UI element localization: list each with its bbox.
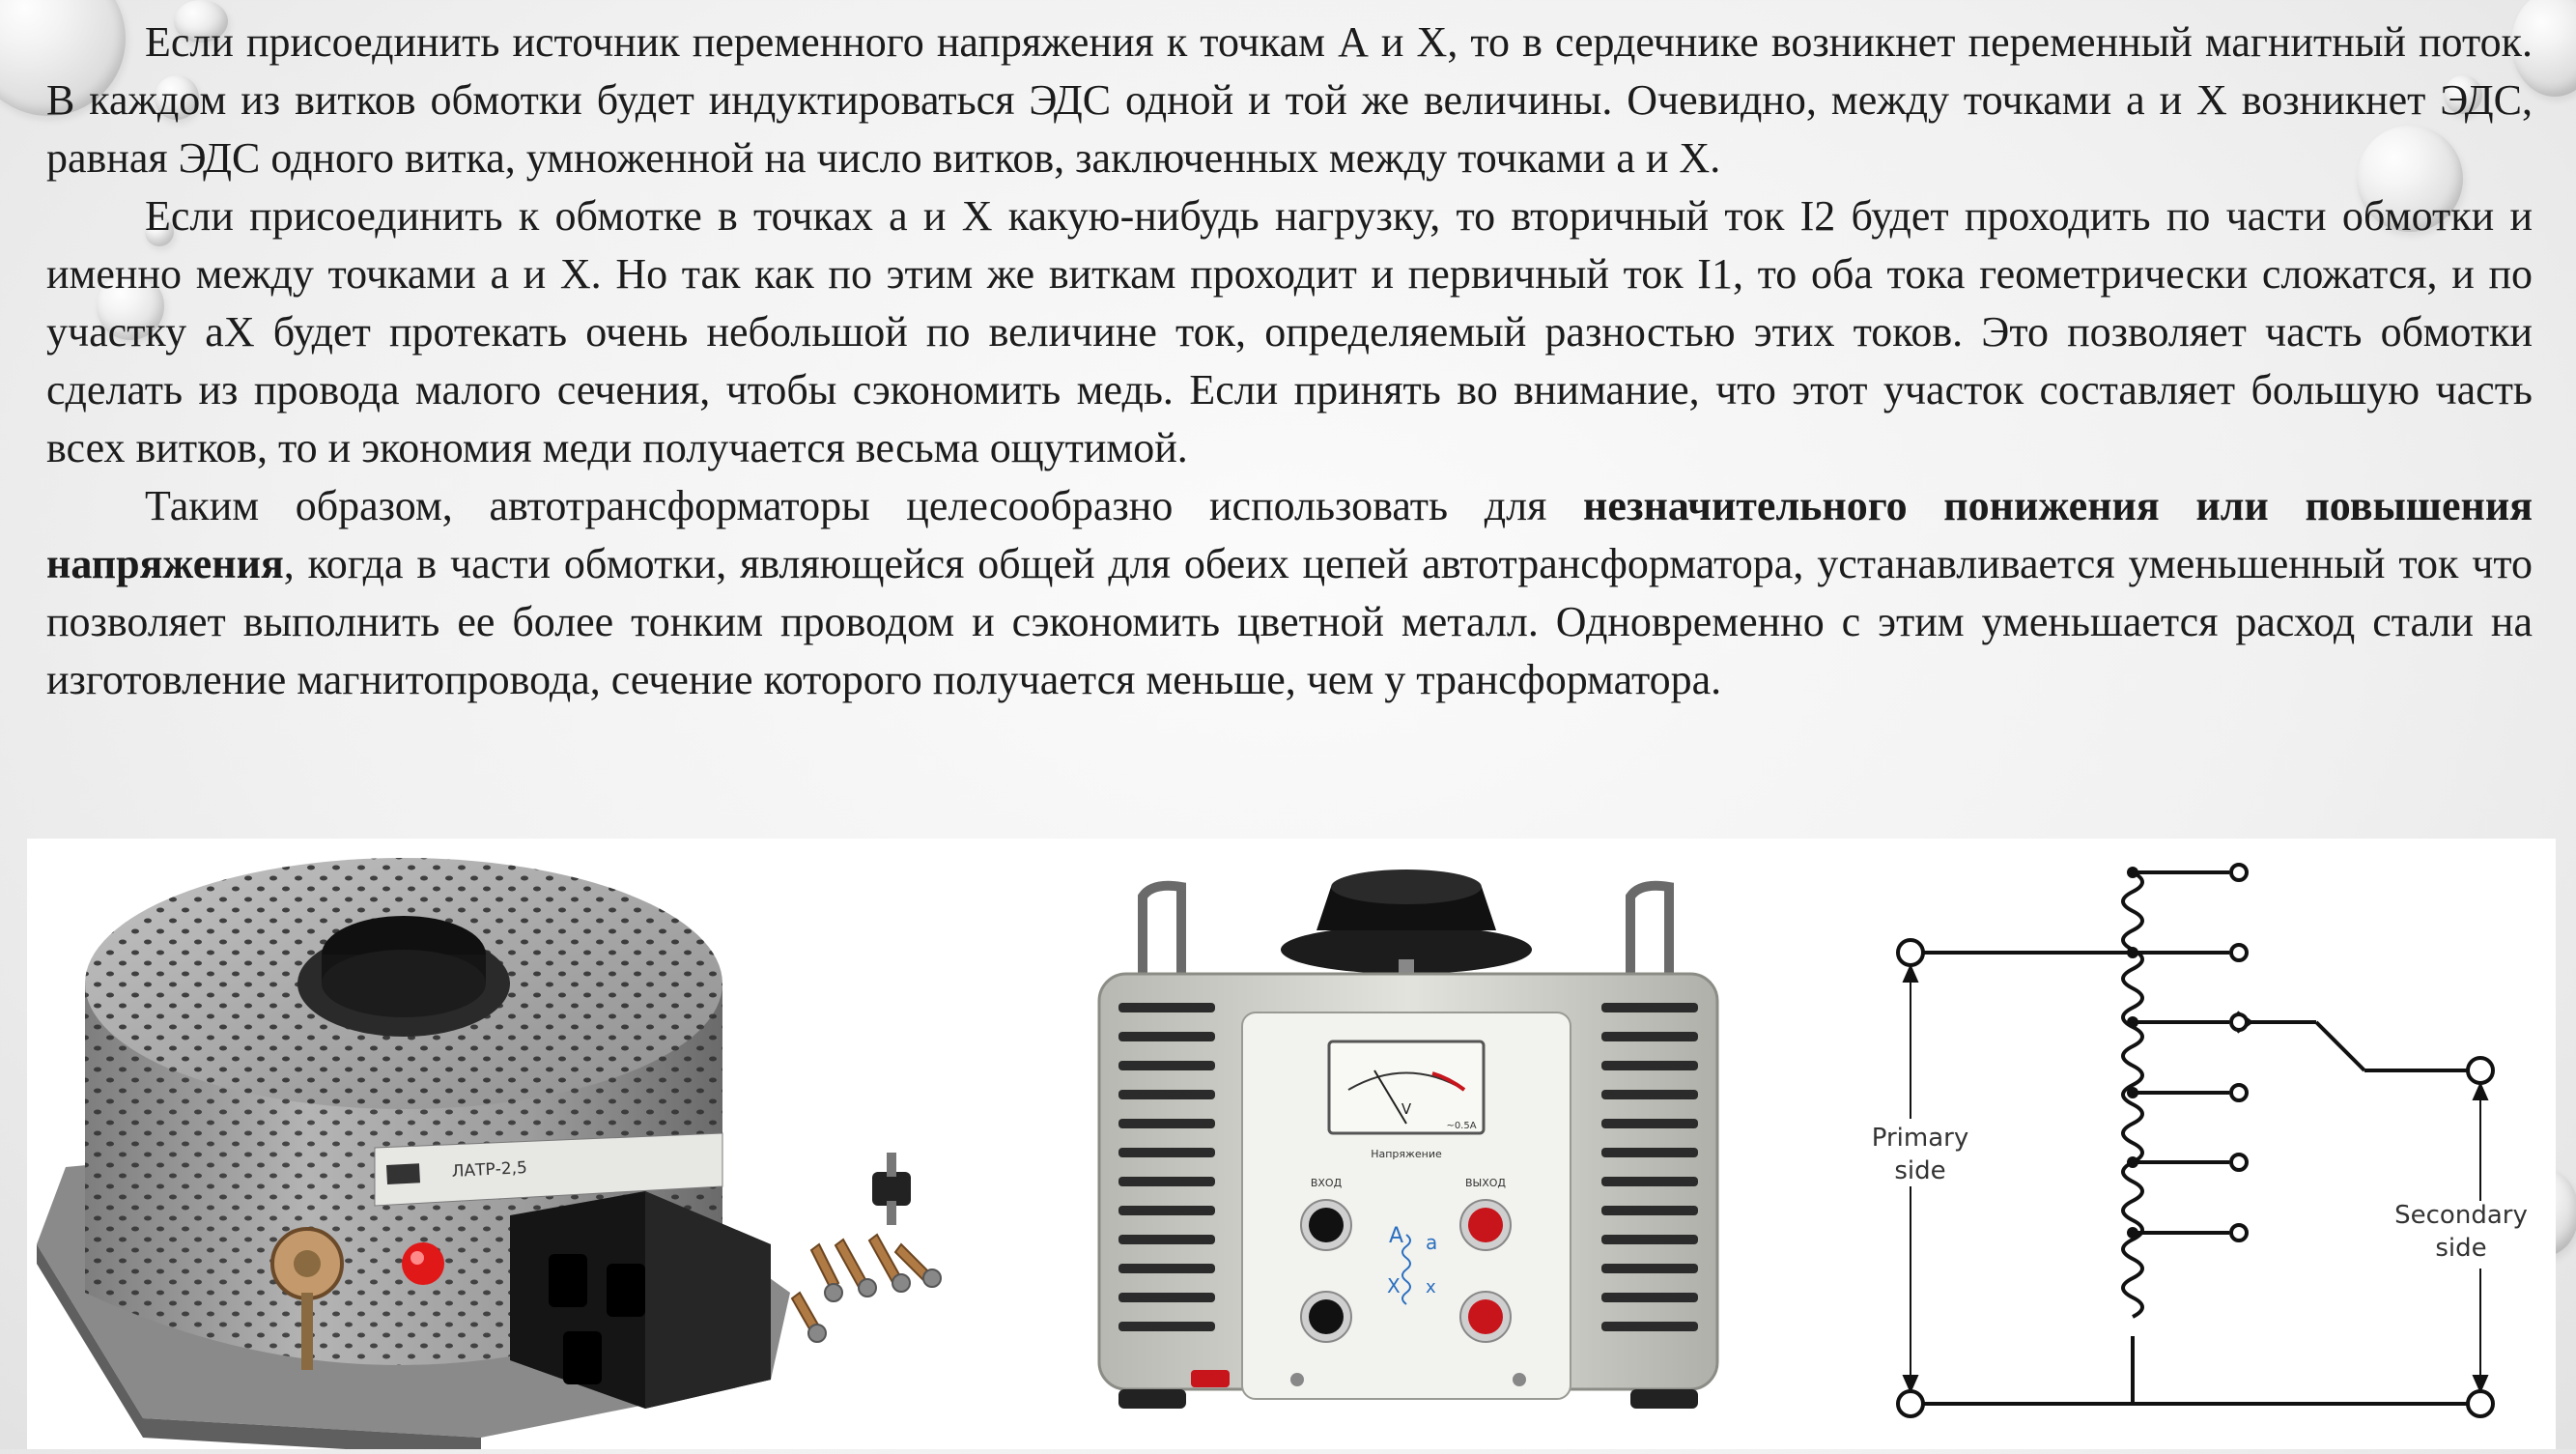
terminal-x-label: x xyxy=(1426,1277,1436,1297)
accessory-parts xyxy=(790,1153,942,1343)
panel-title: Напряжение xyxy=(1371,1148,1442,1160)
primary-side-label-1: Primary xyxy=(1872,1124,1968,1153)
terminal-X-label: X xyxy=(1387,1274,1401,1297)
input-terminal-black xyxy=(1300,1199,1352,1251)
paragraph-2: Если присоединить к обмотке в точках а и… xyxy=(46,192,2533,471)
slide-body-text: Если присоединить источник переменного н… xyxy=(46,14,2533,709)
paragraph-3-start: Таким образом, автотрансформаторы целесо… xyxy=(145,482,1583,529)
secondary-side-label-1: Secondary xyxy=(2394,1201,2528,1230)
secondary-bottom-terminal xyxy=(2466,1389,2495,1418)
water-drop xyxy=(2357,126,2463,232)
water-drop xyxy=(155,75,199,120)
primary-side-label-2: side xyxy=(1894,1156,1945,1185)
autotransformer-schematic: Primary side Secondary side xyxy=(1843,839,2556,1449)
terminal-a-label: a xyxy=(1426,1231,1437,1254)
paragraph-3: Таким образом, автотрансформаторы целесо… xyxy=(46,477,2533,709)
paragraph-1: Если присоединить источник переменного н… xyxy=(46,18,2533,182)
water-drop xyxy=(97,272,164,340)
input-label: ВХОД xyxy=(1311,1177,1343,1189)
primary-bottom-terminal xyxy=(1896,1389,1925,1418)
latr-nameplate: ЛАТР-2,5 xyxy=(374,1132,723,1207)
latr-autotransformer-photo: ЛАТР-2,5 xyxy=(27,839,993,1454)
input-terminal-black-lower xyxy=(1300,1291,1352,1343)
paragraph-3-end: , когда в части обмотки, являющейся обще… xyxy=(46,540,2533,703)
voltage-regulator-photo: V ~0.5A Напряжение ВХОД ВЫХОД xyxy=(993,839,1843,1449)
output-label: ВЫХОД xyxy=(1465,1177,1506,1189)
image-strip: ЛАТР-2,5 xyxy=(27,839,2556,1454)
secondary-side-label-2: side xyxy=(2435,1234,2486,1263)
secondary-top-terminal xyxy=(2466,1056,2495,1085)
voltmeter: V ~0.5A xyxy=(1327,1040,1486,1135)
water-drop xyxy=(2444,75,2482,114)
latr-model-label: ЛАТР-2,5 xyxy=(451,1158,527,1182)
meter-unit: V xyxy=(1401,1100,1412,1118)
water-drop xyxy=(174,0,228,43)
output-terminal-red xyxy=(1459,1199,1512,1251)
paragraph-3-emphasis: незначительного понижения или повышения … xyxy=(46,482,2533,587)
meter-range: ~0.5A xyxy=(1446,1121,1476,1131)
output-terminal-red-lower xyxy=(1459,1291,1512,1343)
primary-top-terminal xyxy=(1896,938,1925,967)
water-drop xyxy=(145,217,174,246)
winding-diagram-mark xyxy=(1401,1234,1411,1305)
terminal-A-label: A xyxy=(1389,1224,1403,1248)
